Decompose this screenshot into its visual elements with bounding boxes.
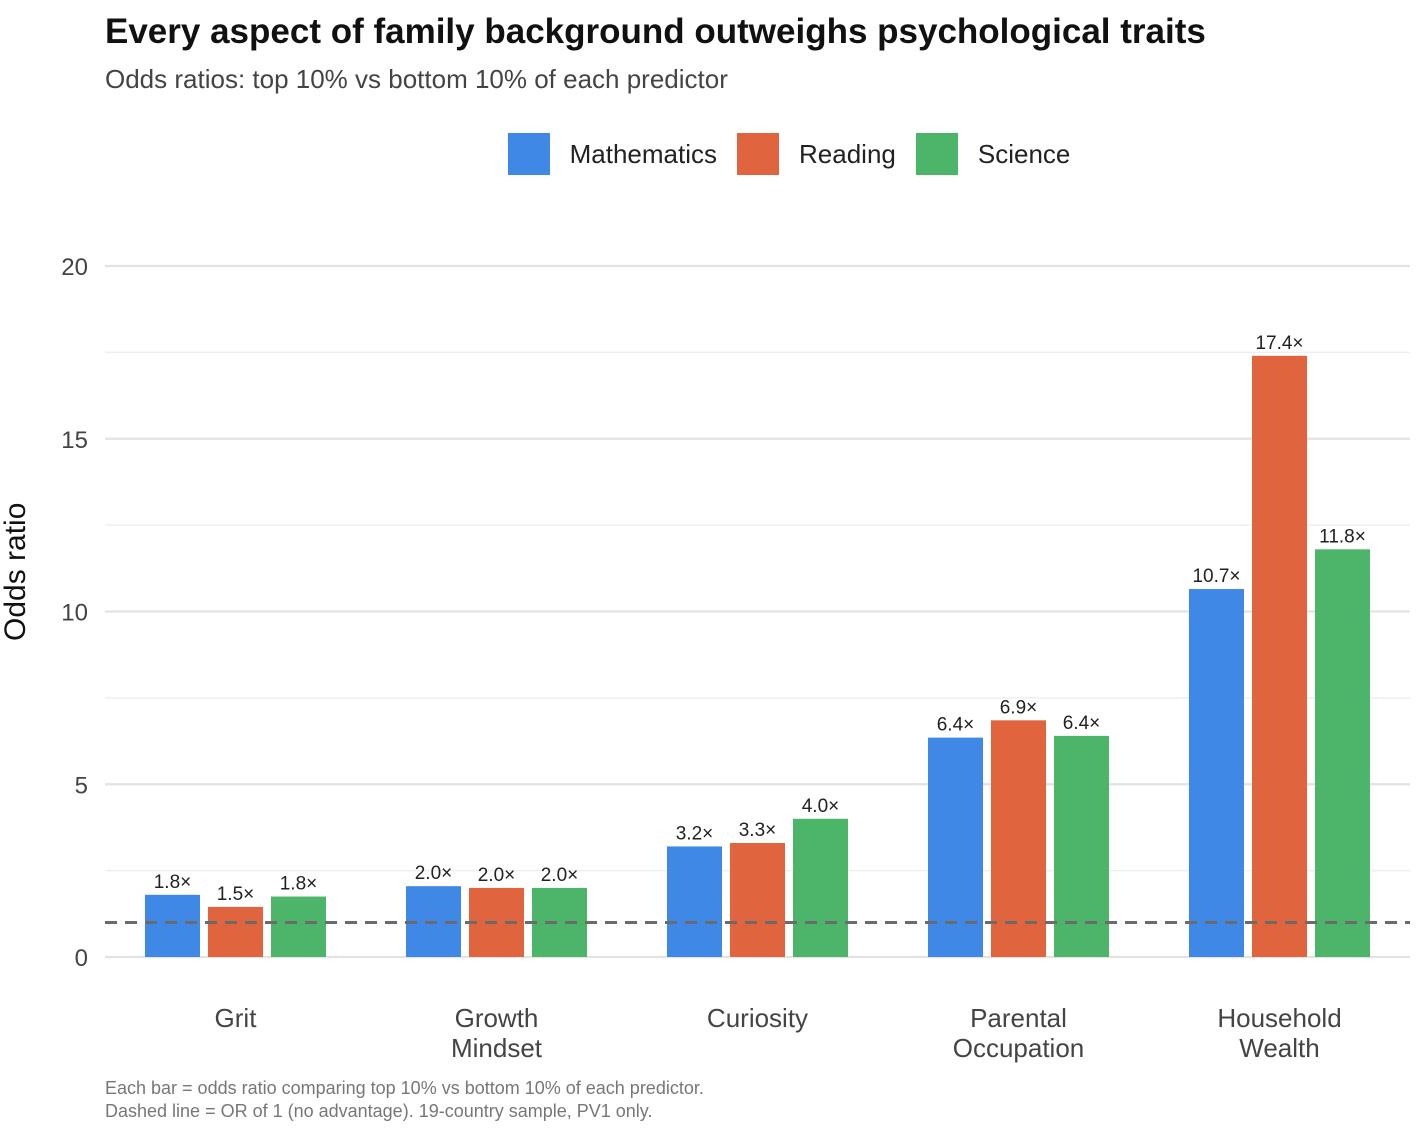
bar-mathematics-0 <box>145 894 200 957</box>
legend-swatch-reading <box>737 133 780 175</box>
bar-value-label: 1.8× <box>154 872 192 893</box>
bar-science-3 <box>1054 735 1109 957</box>
y-tick-label: 5 <box>75 772 88 799</box>
bar-value-label: 2.0× <box>415 863 453 884</box>
bar-value-label: 1.5× <box>217 884 255 905</box>
bar-value-label: 3.3× <box>739 820 777 841</box>
caption-line-2: Dashed line = OR of 1 (no advantage). 19… <box>105 1101 653 1121</box>
legend-item-mathematics: Mathematics <box>507 133 718 175</box>
bar-value-label: 6.9× <box>1000 697 1038 718</box>
y-tick-label: 0 <box>75 945 88 972</box>
caption-line-1: Each bar = odds ratio comparing top 10% … <box>105 1078 704 1098</box>
bar-science-4 <box>1315 549 1370 957</box>
bar-value-label: 2.0× <box>541 865 579 886</box>
legend: Mathematics Reading Science <box>0 133 1428 175</box>
bar-value-label: 4.0× <box>802 796 840 817</box>
bar-value-label: 3.2× <box>676 823 714 844</box>
bar-reading-0 <box>208 906 263 957</box>
x-tick-label: Curiosity <box>707 1003 808 1033</box>
y-tick-label: 20 <box>61 254 88 281</box>
x-tick-label: Household <box>1217 1003 1341 1033</box>
legend-label-reading: Reading <box>799 138 896 169</box>
legend-label-science: Science <box>977 138 1071 169</box>
bar-value-label: 6.4× <box>1063 713 1101 734</box>
bar-science-1 <box>532 887 587 957</box>
x-tick-label: Mindset <box>451 1033 543 1063</box>
bar-mathematics-2 <box>667 846 722 957</box>
bar-science-2 <box>793 818 848 957</box>
legend-label-mathematics: Mathematics <box>569 138 718 169</box>
bar-reading-3 <box>991 720 1046 957</box>
x-tick-label: Grit <box>215 1003 258 1033</box>
legend-item-science: Science <box>915 133 1071 175</box>
bar-value-label: 2.0× <box>478 865 516 886</box>
y-tick-label: 10 <box>61 600 88 627</box>
caption: Each bar = odds ratio comparing top 10% … <box>105 1077 704 1123</box>
bar-mathematics-4 <box>1189 589 1244 957</box>
x-tick-label: Occupation <box>953 1033 1085 1063</box>
bar-value-label: 17.4× <box>1255 333 1303 354</box>
bar-science-0 <box>271 896 326 957</box>
bar-reading-4 <box>1252 355 1307 958</box>
bar-value-label: 6.4× <box>937 715 975 736</box>
y-tick-label: 15 <box>61 427 88 454</box>
bar-mathematics-3 <box>928 737 983 957</box>
bar-value-label: 10.7× <box>1192 566 1240 587</box>
bar-value-label: 1.8× <box>280 874 318 895</box>
x-tick-label: Growth <box>455 1003 539 1033</box>
legend-item-reading: Reading <box>737 133 896 175</box>
x-tick-label: Wealth <box>1239 1033 1319 1063</box>
chart-subtitle: Odds ratios: top 10% vs bottom 10% of ea… <box>105 64 728 94</box>
legend-swatch-mathematics <box>507 133 550 175</box>
x-tick-label: Parental <box>970 1003 1067 1033</box>
chart-title: Every aspect of family background outwei… <box>105 12 1206 51</box>
bar-value-label: 11.8× <box>1319 526 1366 547</box>
bar-reading-2 <box>730 842 785 957</box>
legend-swatch-science <box>915 133 958 175</box>
